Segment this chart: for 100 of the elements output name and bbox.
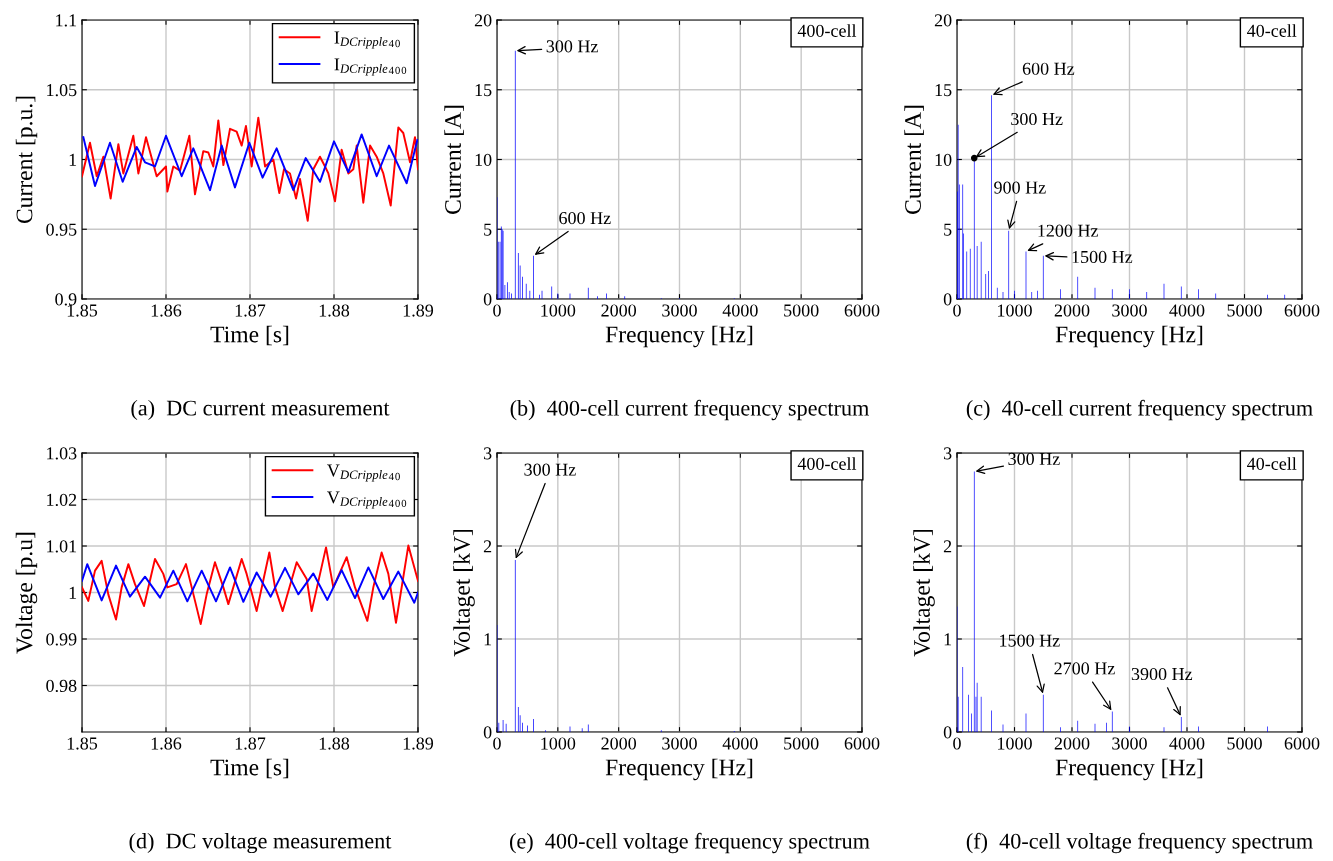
- legend-label: I$_{DCripple}$₄₀₀: [334, 58, 407, 76]
- y-axis-title: Voltaget [kV]: [913, 529, 935, 657]
- text: (a) DC current measurement: [131, 399, 390, 421]
- x-tick-label: 1.88: [319, 304, 350, 317]
- x-tick-label: 0: [493, 304, 501, 317]
- y-tick-label: 1.01: [47, 540, 77, 553]
- x-tick-label: 4000: [1169, 737, 1205, 750]
- y-axis-title: Current [A]: [904, 105, 924, 214]
- y-tick-label: 2: [483, 540, 492, 553]
- annotation: 1500 Hz: [1072, 250, 1133, 264]
- y-tick-label: 20: [934, 14, 952, 27]
- x-tick-label: 1.88: [319, 737, 350, 750]
- y-tick-label: 1.05: [47, 84, 77, 97]
- x-tick-label: 1.87: [235, 304, 266, 317]
- x-tick-label: 1.89: [403, 737, 434, 750]
- x-axis-title: Time [s]: [210, 325, 289, 346]
- annotation: 40-cell: [1247, 457, 1297, 470]
- y-axis-title: Voltage [p.u]: [15, 532, 38, 654]
- annotation: 40-cell: [1247, 24, 1297, 37]
- y-tick-label: 1.1: [56, 14, 77, 27]
- x-tick-label: 2000: [601, 304, 637, 317]
- x-tick-label: 1.86: [151, 737, 182, 750]
- y-tick-label: 5: [944, 223, 952, 236]
- x-tick-label: 1.87: [235, 737, 266, 750]
- y-tick-label: 0: [943, 726, 952, 739]
- x-tick-label: 2000: [601, 737, 637, 750]
- y-tick-label: 1: [69, 586, 77, 599]
- legend-label: V$_{DCripple}$₄₀₀: [327, 491, 407, 509]
- y-tick-label: 0.99: [46, 633, 77, 646]
- x-axis-title: Frequency [Hz]: [605, 325, 753, 348]
- x-tick-label: 4000: [722, 737, 758, 750]
- x-axis-title: Time [s]: [210, 758, 289, 779]
- x-tick-label: 6000: [844, 737, 880, 750]
- legend-label: V$_{DCripple}$₄₀: [327, 464, 400, 482]
- x-tick-label: 0: [953, 737, 961, 750]
- x-tick-label: 5000: [784, 737, 819, 750]
- x-tick-label: 1.85: [67, 304, 98, 317]
- annotation: 900 Hz: [994, 181, 1046, 194]
- x-axis-title: Frequency [Hz]: [605, 758, 753, 781]
- annotation: 300 Hz: [1008, 452, 1060, 466]
- y-tick-label: 1.03: [47, 447, 77, 460]
- x-tick-label: 1000: [541, 304, 576, 317]
- y-axis-title: Current [A]: [444, 105, 464, 214]
- x-tick-label: 5000: [1227, 737, 1262, 750]
- y-tick-label: 10: [475, 153, 492, 166]
- annotation: 300 Hz: [546, 40, 598, 53]
- x-tick-label: 1000: [998, 737, 1032, 750]
- text: (f) 40-cell voltage frequency spectrum: [966, 832, 1313, 854]
- annotation: 400-cell: [797, 457, 857, 470]
- annotation: 600 Hz: [1022, 62, 1075, 75]
- legend-label: I$_{DCripple}$₄₀: [334, 31, 400, 49]
- annotation: 400-cell: [797, 24, 857, 37]
- y-tick-label: 3: [943, 447, 952, 460]
- y-tick-label: 0.98: [46, 679, 77, 693]
- y-tick-label: 1: [69, 153, 77, 166]
- x-tick-label: 3000: [1112, 737, 1147, 750]
- line-series: [82, 133, 418, 192]
- x-tick-label: 3000: [662, 304, 697, 317]
- x-tick-label: 1000: [541, 737, 576, 750]
- line-series: [82, 563, 418, 604]
- y-tick-label: 0.95: [46, 223, 77, 236]
- annotation: 2700 Hz: [1054, 662, 1115, 675]
- y-tick-label: 15: [935, 84, 952, 97]
- x-axis-title: Frequency [Hz]: [1055, 325, 1203, 348]
- x-tick-label: 6000: [1284, 304, 1320, 317]
- text: (c) 40-cell current frequency spectrum: [966, 399, 1313, 421]
- line-series: [82, 116, 418, 222]
- y-tick-label: 2: [943, 540, 952, 553]
- x-tick-label: 1.89: [403, 304, 434, 317]
- x-tick-label: 6000: [844, 304, 880, 317]
- x-tick-label: 1.85: [67, 737, 98, 750]
- x-tick-label: 2000: [1054, 304, 1090, 317]
- x-axis-title: Frequency [Hz]: [1055, 758, 1203, 781]
- y-tick-label: 10: [935, 153, 952, 166]
- x-tick-label: 2000: [1054, 737, 1090, 750]
- annotation: 600 Hz: [559, 211, 611, 225]
- line-series: [82, 544, 418, 626]
- x-tick-label: 4000: [1169, 304, 1205, 317]
- x-tick-label: 5000: [1227, 304, 1262, 317]
- x-tick-label: 6000: [1284, 737, 1320, 750]
- x-tick-label: 1000: [998, 304, 1032, 317]
- text: (b) 400-cell current frequency spectrum: [510, 399, 870, 421]
- annotation: 300 Hz: [1011, 112, 1063, 126]
- x-tick-label: 0: [493, 737, 501, 750]
- annotation: 1500 Hz: [1000, 634, 1060, 647]
- text: (e) 400-cell voltage frequency spectrum: [510, 832, 870, 854]
- x-tick-label: 1.86: [151, 304, 182, 317]
- y-tick-label: 5: [484, 223, 492, 236]
- annotation: 1200 Hz: [1038, 224, 1098, 237]
- x-tick-label: 0: [953, 304, 961, 317]
- y-axis-title: Current [p.u.]: [15, 96, 38, 224]
- annotation: 300 Hz: [524, 463, 576, 476]
- y-tick-label: 0: [483, 293, 492, 306]
- y-tick-label: 0.9: [55, 293, 77, 306]
- y-axis-title: Voltaget [kV]: [453, 529, 475, 657]
- annotation: 3900 Hz: [1131, 667, 1193, 681]
- y-tick-label: 1: [944, 633, 952, 646]
- x-tick-label: 3000: [662, 737, 697, 750]
- x-tick-label: 5000: [784, 304, 819, 317]
- y-tick-label: 15: [475, 84, 492, 97]
